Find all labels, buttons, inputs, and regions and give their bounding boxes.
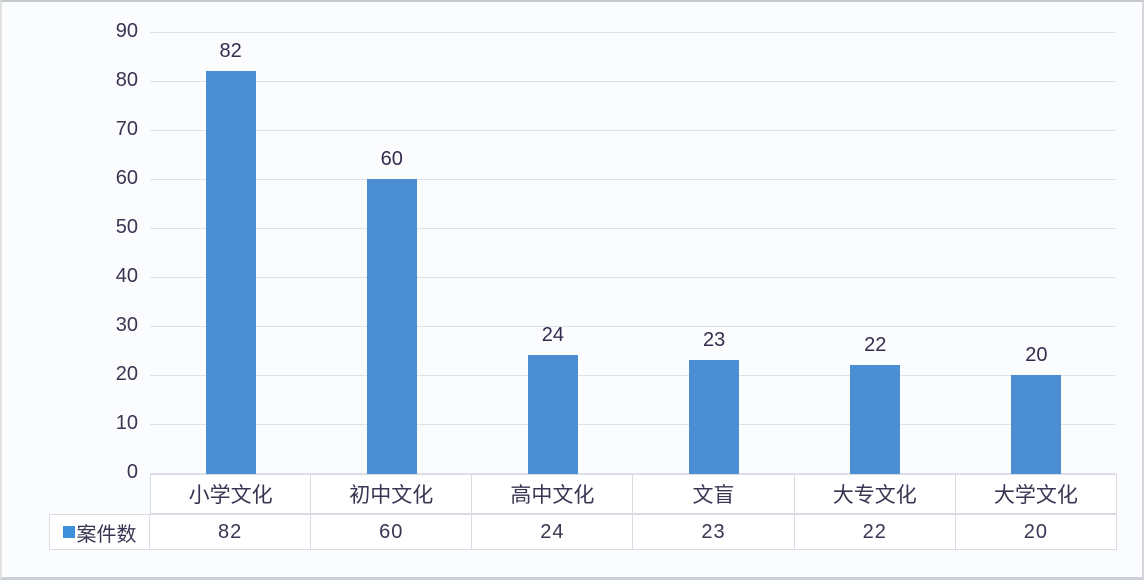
y-tick-label: 20 [115,363,138,385]
category-cell: 大专文化 [794,474,956,514]
y-tick-label: 60 [115,167,138,189]
value-cell: 82 [150,514,312,550]
bar-大专文化 [850,365,901,474]
value-cell: 23 [633,514,795,550]
bar-文盲 [689,360,740,474]
bar-高中文化 [527,355,578,474]
bar-小学文化 [205,71,256,474]
legend-swatch-icon [62,526,75,538]
y-tick-label: 50 [115,216,138,238]
bar-初中文化 [366,179,417,474]
y-tick-label: 0 [126,461,138,483]
gridline-y40 [150,277,1115,278]
value-cell: 60 [311,514,473,550]
value-cell: 24 [472,514,634,550]
value-cell: 20 [955,514,1117,550]
data-label-文盲: 23 [702,329,726,352]
legend-label: 案件数 [76,523,137,546]
gridline-y90 [150,32,1115,33]
data-label-初中文化: 60 [380,148,403,170]
y-tick-label: 40 [115,265,138,287]
category-header-row: 小学文化 初中文化 高中文化 文盲 大专文化 大学文化 [150,474,1117,514]
data-label-小学文化: 82 [219,40,242,63]
y-tick-label: 70 [115,118,138,140]
gridline-y20 [150,375,1115,376]
y-tick-label: 10 [115,412,138,434]
series-value-row: 案件数 82 60 24 23 22 20 [49,514,1117,550]
value-cell: 22 [794,514,956,550]
gridline-y50 [150,228,1115,229]
bar-大学文化 [1011,375,1062,474]
data-label-大学文化: 20 [1025,344,1048,366]
gridline-y80 [150,81,1115,82]
category-cell: 大学文化 [955,474,1117,514]
y-tick-label: 90 [115,20,138,42]
y-tick-label: 30 [115,314,138,336]
category-cell: 文盲 [633,474,795,514]
gridline-y70 [150,130,1115,131]
gridline-y60 [150,179,1115,180]
category-cell: 高中文化 [472,474,634,514]
legend-cell: 案件数 [49,514,150,550]
category-cell: 小学文化 [150,474,312,514]
y-tick-label: 80 [115,69,138,91]
data-label-高中文化: 24 [541,324,565,347]
gridline-y10 [150,424,1115,425]
gridline-y0 [150,473,1115,474]
gridline-y30 [150,326,1115,327]
category-cell: 初中文化 [311,474,473,514]
data-label-大专文化: 22 [864,334,887,357]
